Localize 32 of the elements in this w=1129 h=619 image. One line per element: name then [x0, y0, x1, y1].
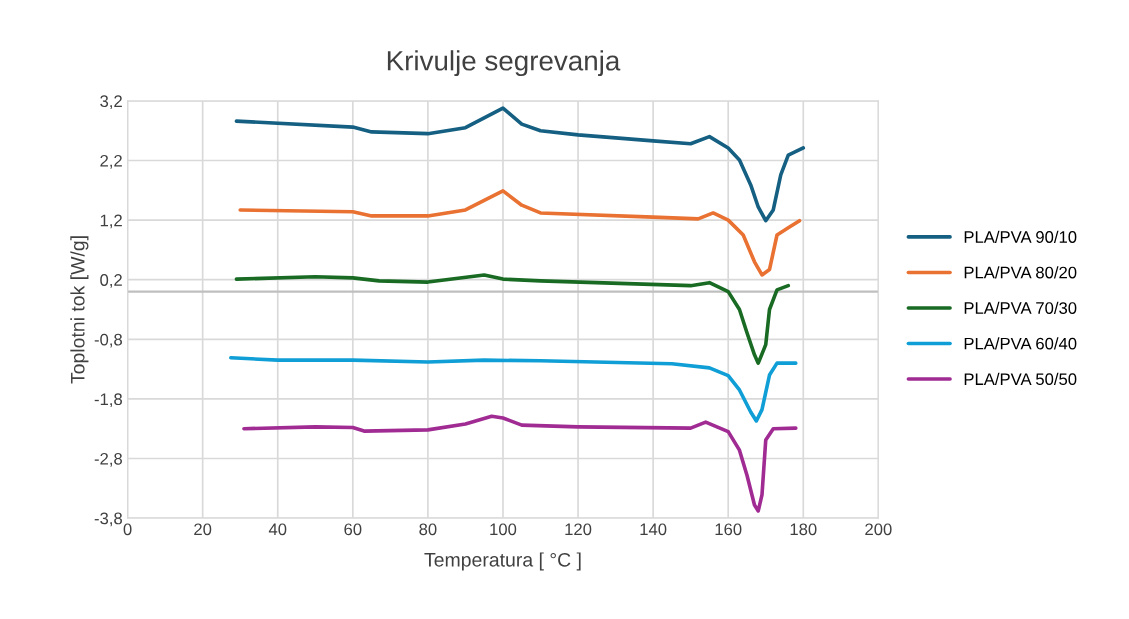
- y-tick-label: -0,8: [94, 333, 122, 348]
- x-tick-label: 0: [123, 523, 132, 536]
- x-tick-label: 120: [565, 523, 592, 536]
- line-series: [238, 189, 802, 277]
- y-tick-label: 2,2: [100, 154, 122, 169]
- legend-label: PLA/PVA 70/30: [964, 301, 1077, 314]
- line-series: [229, 355, 798, 423]
- y-tick-label: -3,8: [94, 512, 122, 527]
- x-tick-label: 140: [640, 523, 667, 536]
- legend-label: PLA/PVA 80/20: [964, 266, 1077, 279]
- x-tick-label: 200: [865, 523, 892, 536]
- x-tick-label: 180: [790, 523, 817, 536]
- y-tick-label: -2,8: [94, 452, 122, 467]
- y-tick-label: -1,8: [94, 393, 122, 408]
- chart-title: Krivulje segrevanja: [387, 50, 621, 77]
- legend-label: PLA/PVA 60/40: [964, 337, 1077, 350]
- x-tick-label: 100: [490, 523, 517, 536]
- y-tick-label: 1,2: [100, 214, 122, 229]
- y-tick-label: 3,2: [100, 95, 122, 110]
- y-axis-title: Toplotni tok [W/g]: [70, 236, 89, 384]
- x-tick-label: 60: [344, 523, 362, 536]
- y-tick-label: 0,2: [100, 274, 122, 288]
- x-tick-label: 80: [419, 523, 437, 536]
- line-series: [242, 414, 798, 513]
- legend-label: PLA/PVA 50/50: [964, 372, 1077, 386]
- x-tick-label: 40: [268, 523, 287, 536]
- legend-label: PLA/PVA 90/10: [964, 230, 1077, 243]
- x-tick-label: 160: [715, 523, 742, 536]
- line-series: [234, 106, 806, 223]
- x-axis-title: Temperatura [ °C ]: [424, 552, 581, 571]
- line-series: [234, 273, 791, 365]
- x-tick-label: 20: [194, 523, 212, 536]
